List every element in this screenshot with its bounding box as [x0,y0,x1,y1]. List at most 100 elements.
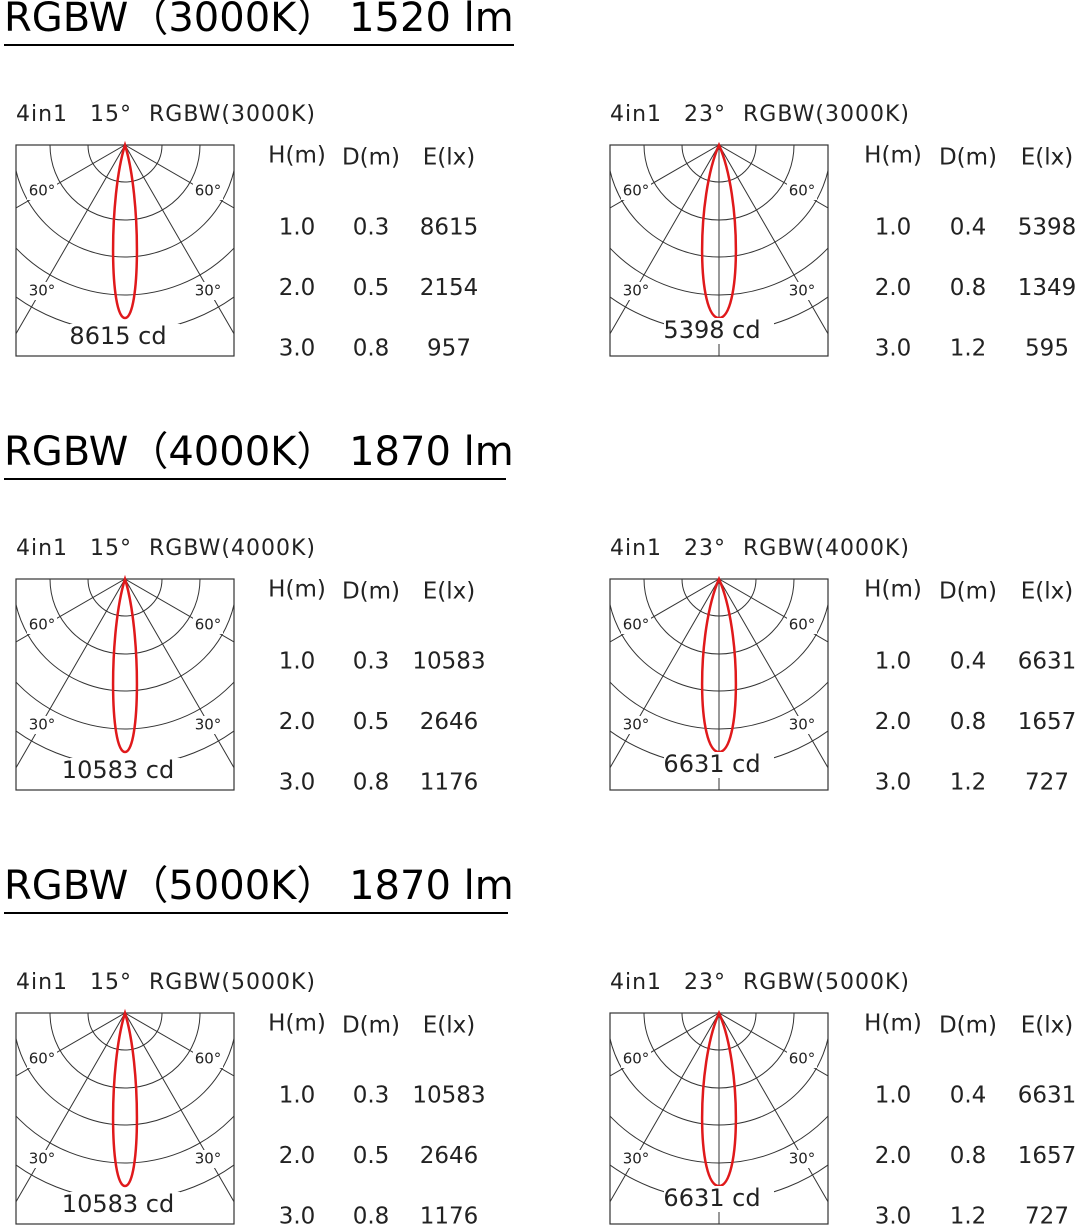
polar-grid [16,579,234,769]
table-header: H(m) [864,1011,922,1037]
table-cell: 0.5 [353,709,390,735]
panel: 4in1 23° RGBW(4000K) 60° 60° 30° 30° 6631 cd H(m… [609,536,1076,796]
angle-label: 30° [789,1150,816,1168]
table-header: D(m) [939,145,997,171]
grid-ray [124,145,234,209]
grid-arc [87,1013,163,1051]
table-cell: 0.8 [950,709,987,735]
table-cell: 10583 [412,1083,485,1109]
table-cell: 1.0 [279,215,316,241]
table-cell: 2.0 [279,275,316,301]
grid-ray [610,579,720,643]
peak-bg [70,758,180,784]
table-cell: 1176 [420,770,479,796]
grid-ray [718,579,828,643]
grid-arc [16,1115,234,1164]
angle-label: 60° [29,616,56,634]
grid-ray [718,145,828,335]
angle-bg [193,282,223,300]
angle-label: 60° [789,182,816,200]
table-cell: 727 [1025,1204,1069,1227]
panel: 4in1 15° RGBW(3000K) 60° 60° 30° 30° 8615 cd H(m… [15,102,479,362]
peak-bg [70,1192,180,1218]
grid-ray [124,1013,234,1077]
panel-beam: 23° [684,970,726,995]
table-cell: 0.8 [950,275,987,301]
angle-label: 60° [195,616,222,634]
grid-ray [610,1013,720,1203]
panel-model: 4in1 [610,970,662,995]
angle-bg [621,282,651,300]
table-header: H(m) [864,577,922,603]
table-cell: 1657 [1018,1143,1076,1169]
table-header: E(lx) [1021,579,1073,605]
angle-bg [193,1150,223,1168]
section: RGBW（5000K） 1870 lm 4in1 15° RGBW(5000K) 60°… [4,863,1076,1227]
grid-ray [124,579,234,769]
table-cell: 1.2 [950,770,987,796]
beam-lobe [111,140,139,320]
table-cell: 0.3 [353,1083,390,1109]
grid-ray [16,1013,126,1077]
table-cell: 0.3 [353,215,390,241]
peak-label: 10583 cd [62,1190,174,1218]
section: RGBW（3000K） 1520 lm 4in1 15° RGBW(3000K) 60°… [4,0,1076,362]
table-cell: 3.0 [279,770,316,796]
table-header: D(m) [939,579,997,605]
grid-arc [16,168,234,258]
table-cell: 2.0 [875,709,912,735]
table-cell: 0.8 [353,336,390,362]
angle-bg [27,716,57,734]
peak-label: 6631 cd [663,1184,760,1212]
table-cell: 727 [1025,770,1069,796]
polar-grid [16,145,234,335]
grid-ray [718,579,828,769]
table-cell: 0.5 [353,1143,390,1169]
grid-ray [610,579,720,769]
angle-label: 30° [195,716,222,734]
angle-bg [193,716,223,734]
table-cell: 0.4 [950,649,987,675]
grid-ray [16,1013,126,1203]
panel: 4in1 15° RGBW(4000K) 60° 60° 30° 30° 10583 cd H(… [15,536,486,796]
grid-arc [16,247,234,296]
angle-label: 60° [623,1050,650,1068]
panel-beam: 15° [90,102,132,127]
table-cell: 2154 [420,275,479,301]
angle-bg [621,616,651,634]
angle-label: 30° [29,1150,56,1168]
grid-ray [610,1013,720,1077]
angle-label: 30° [623,716,650,734]
grid-ray [16,579,126,769]
table-cell: 2.0 [875,275,912,301]
grid-ray [16,145,126,335]
table-cell: 1.0 [875,1083,912,1109]
table-cell: 1.0 [875,649,912,675]
angle-bg [621,1150,651,1168]
section: RGBW（4000K） 1870 lm 4in1 15° RGBW(4000K) 60°… [4,429,1076,796]
peak-bg [664,318,774,344]
panel-model: 4in1 [16,102,68,127]
table-cell: 1.2 [950,336,987,362]
section-title: RGBW（5000K） 1870 lm [4,863,514,909]
grid-ray [124,145,234,335]
angle-label: 60° [789,616,816,634]
grid-arc [87,145,163,183]
angle-bg [27,1050,57,1068]
table-cell: 1657 [1018,709,1076,735]
angle-bg [27,282,57,300]
grid-ray [124,579,234,643]
table-header: D(m) [342,579,400,605]
angle-bg [787,716,817,734]
grid-ray [718,1013,828,1203]
angle-bg [27,1150,57,1168]
angle-label: 30° [29,716,56,734]
angle-label: 30° [789,282,816,300]
angle-label: 30° [29,282,56,300]
grid-ray [124,1013,234,1203]
table-header: E(lx) [423,1013,475,1039]
table-cell: 1.0 [875,215,912,241]
grid-ray [610,145,720,335]
angle-bg [621,1050,651,1068]
